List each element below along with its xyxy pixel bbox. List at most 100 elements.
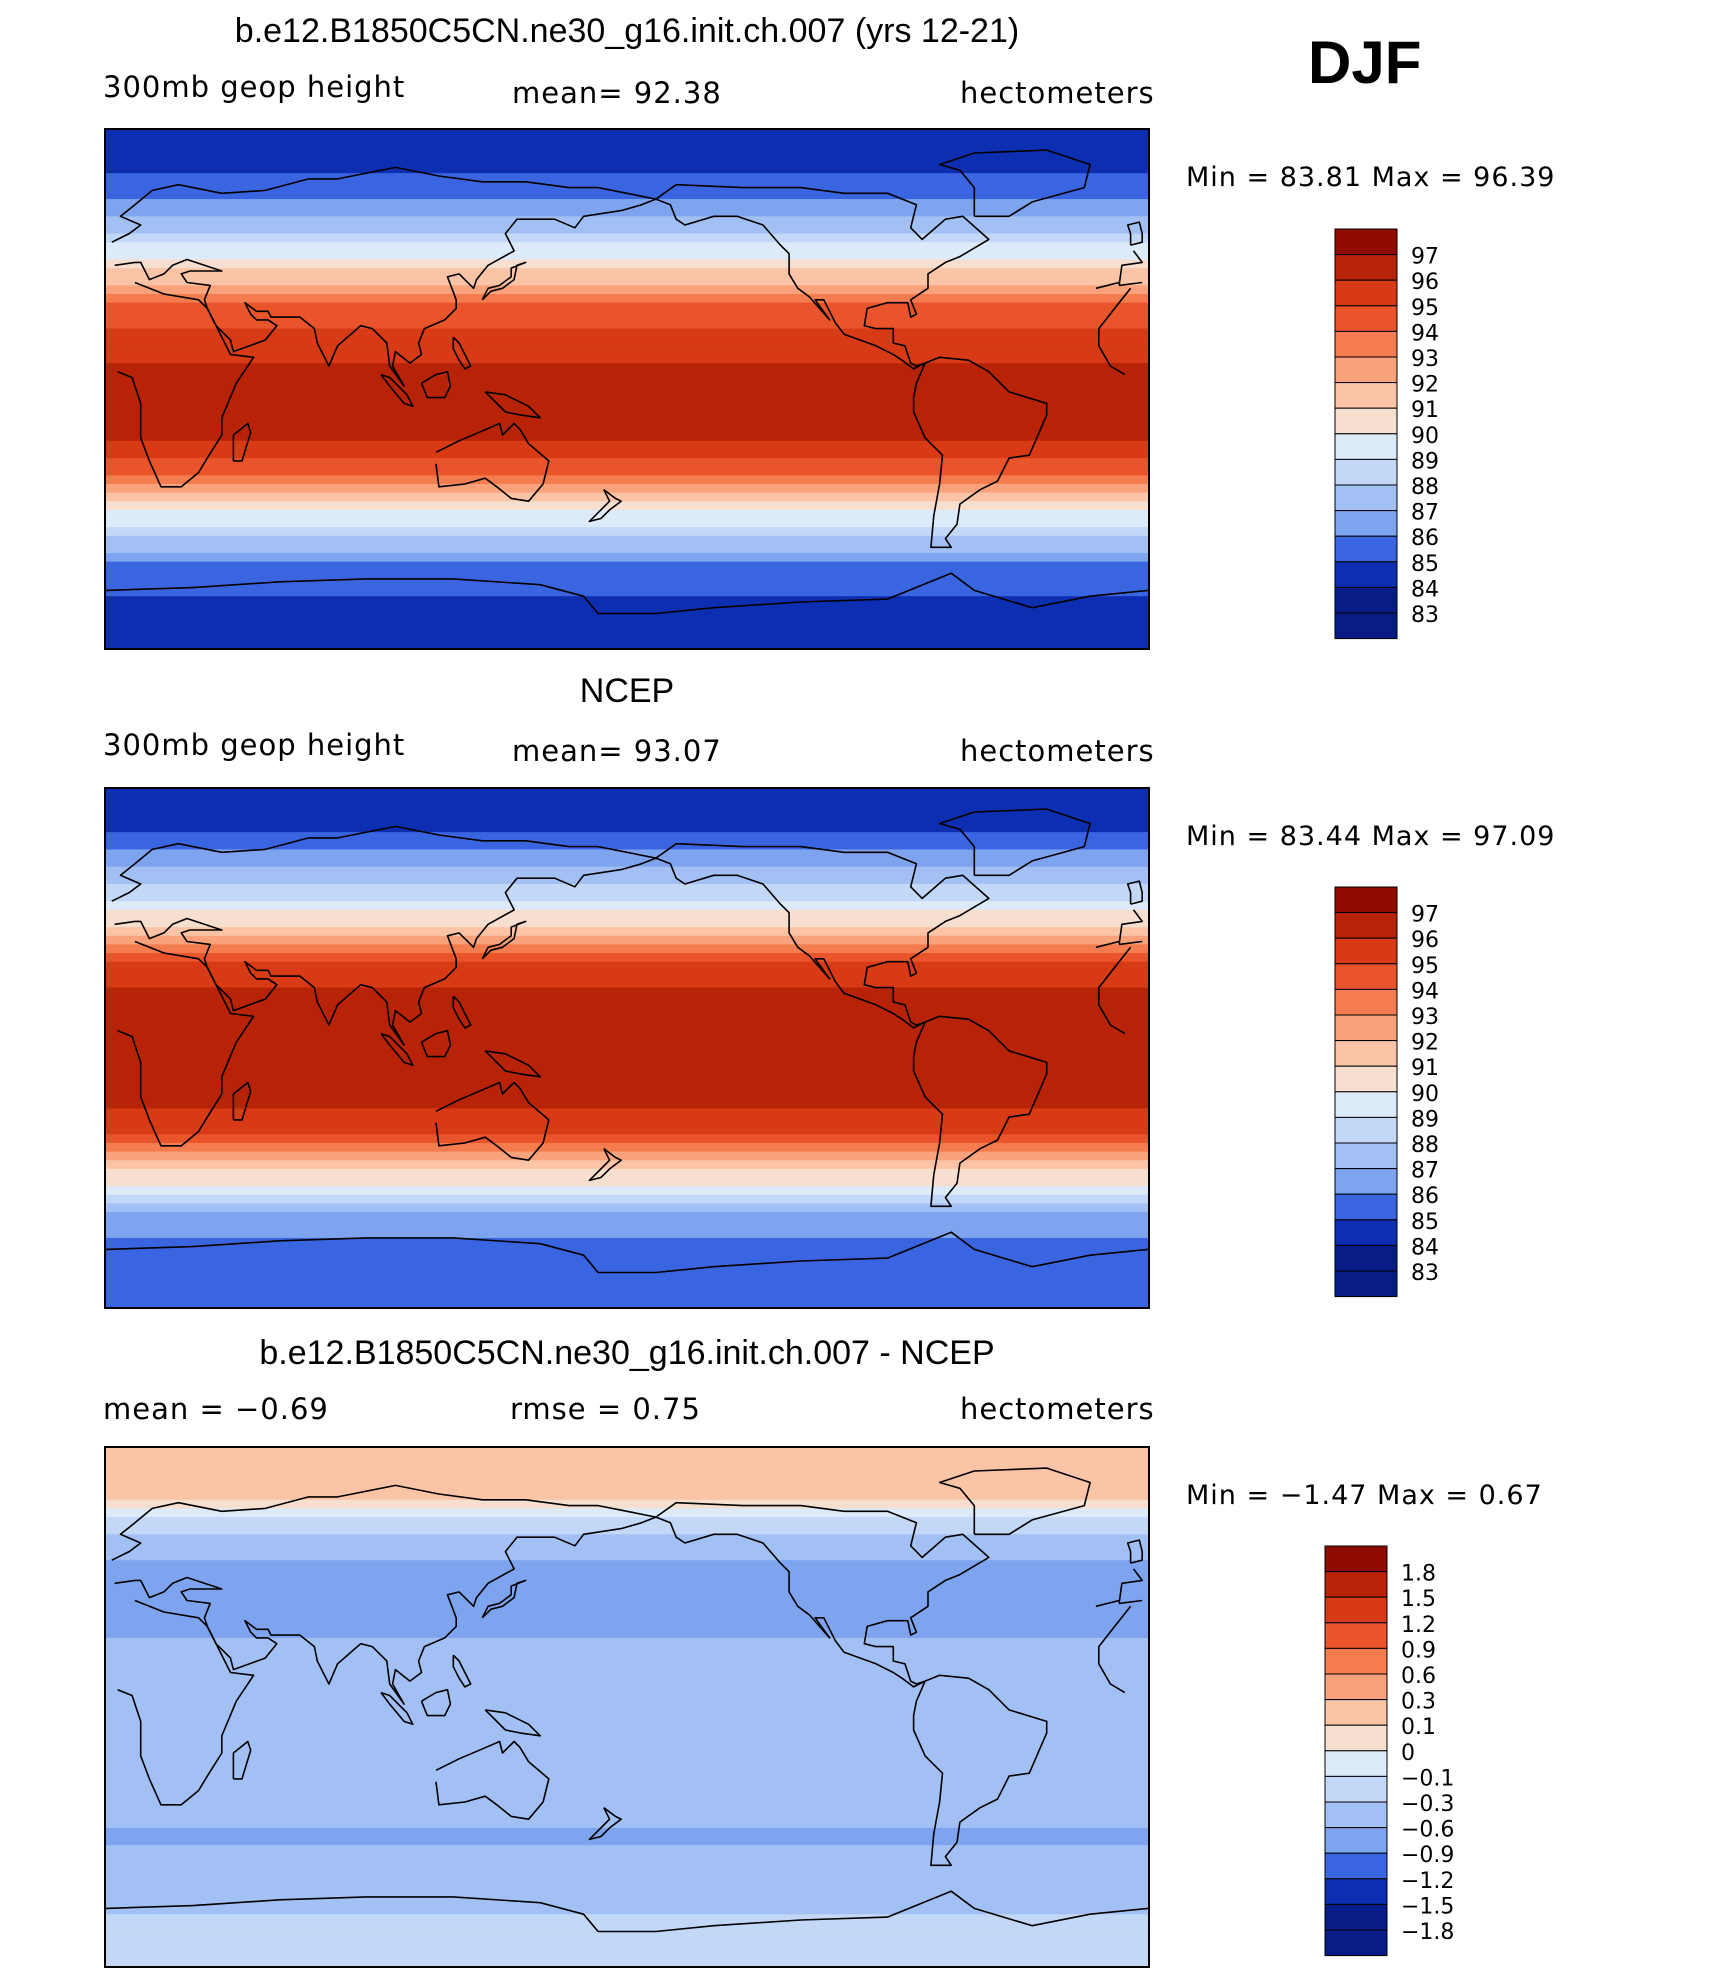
zonal-band: [106, 1551, 1148, 1562]
zonal-band: [106, 806, 1148, 816]
zonal-band: [106, 155, 1148, 166]
colorbar-box: [1324, 1852, 1388, 1880]
zonal-band: [106, 875, 1148, 885]
coastline: [1118, 909, 1143, 945]
zonal-band: [106, 1646, 1148, 1656]
colorbar-box: [1334, 1116, 1398, 1144]
colorbar-tick-label: 92: [1411, 1031, 1439, 1056]
colorbar-tick-label: 84: [1411, 577, 1439, 602]
zonal-band: [106, 1663, 1148, 1674]
colorbar-box: [1334, 535, 1398, 563]
coastline: [111, 1484, 657, 1705]
zonal-band: [106, 414, 1148, 425]
coastline: [111, 825, 657, 1046]
colorbar-tick-label: 91: [1411, 1056, 1439, 1081]
zonal-band: [106, 1801, 1148, 1812]
colorbar-tick-label: 0.1: [1401, 1715, 1436, 1740]
panel-2-colorbar: 97 96 95 94 93 92 91 90 89 88 87 86 85 84 83: [1334, 886, 1475, 1299]
zonal-band: [106, 1922, 1148, 1933]
zonal-band: [106, 302, 1148, 313]
zonal-band: [106, 1212, 1148, 1222]
panel-3-title: b.e12.B1850C5CN.ne30_g16.init.ch.007 - N…: [259, 1334, 995, 1372]
colorbar-tick-label: 89: [1411, 1107, 1439, 1132]
zonal-band: [106, 1099, 1148, 1110]
coastline: [938, 1467, 1091, 1536]
coastline: [1119, 940, 1143, 946]
coastline: [1118, 250, 1143, 286]
zonal-band: [106, 1048, 1148, 1058]
zonal-band: [106, 1888, 1148, 1898]
zonal-band: [106, 1117, 1148, 1127]
colorbar-box: [1334, 1040, 1398, 1067]
colorbar-tick-label: 94: [1411, 979, 1439, 1004]
zonal-band: [106, 630, 1148, 641]
coastline: [655, 183, 990, 370]
zonal-band: [106, 1272, 1148, 1282]
colorbar-tick-label: 87: [1411, 501, 1439, 526]
colorbar-box: [1324, 1903, 1388, 1931]
colorbar-tick-label: 83: [1411, 1261, 1439, 1286]
zonal-band: [106, 987, 1148, 997]
zonal-band: [106, 1758, 1148, 1769]
panel-1-left-label: 300mb geop height: [103, 70, 406, 104]
zonal-band: [106, 1255, 1148, 1265]
coastline: [484, 1709, 541, 1737]
zonal-band: [106, 1871, 1148, 1881]
zonal-band: [106, 578, 1148, 589]
colorbar-tick-label: 0.9: [1401, 1638, 1436, 1663]
zonal-band: [106, 173, 1148, 183]
colorbar-box: [1324, 1622, 1388, 1649]
colorbar-box: [1334, 1193, 1398, 1221]
zonal-band: [106, 596, 1148, 606]
colorbar-box: [1334, 330, 1398, 358]
colorbar-tick-label: 93: [1411, 1005, 1439, 1030]
colorbar-box: [1334, 1219, 1398, 1246]
zonal-band: [106, 1784, 1148, 1795]
colorbar-box: [1334, 612, 1398, 640]
coastline: [938, 149, 1091, 218]
zonal-band: [106, 1263, 1148, 1274]
zonal-band: [106, 164, 1148, 174]
coastline: [938, 808, 1091, 877]
coastline: [1098, 946, 1132, 1035]
zonal-band: [106, 1629, 1148, 1639]
zonal-band: [106, 1281, 1148, 1291]
zonal-band: [106, 449, 1148, 459]
zonal-band: [106, 1073, 1148, 1084]
zonal-band: [106, 1004, 1148, 1015]
colorbar-tick-label: 89: [1411, 449, 1439, 474]
colorbar-box: [1334, 963, 1398, 990]
colorbar-tick-label: 86: [1411, 526, 1439, 551]
coastline: [481, 1579, 527, 1619]
colorbar-tick-label: −1.5: [1401, 1894, 1454, 1919]
zonal-band: [106, 1612, 1148, 1622]
zonal-band: [106, 259, 1148, 269]
zonal-band: [106, 1931, 1148, 1941]
zonal-band: [106, 233, 1148, 244]
colorbar-box: [1334, 407, 1398, 435]
zonal-band: [106, 199, 1148, 209]
zonal-band: [106, 1776, 1148, 1786]
zonal-band: [106, 1948, 1148, 1959]
zonal-band: [106, 1560, 1148, 1570]
colorbar-box: [1334, 1168, 1398, 1195]
panel-2-left-label: 300mb geop height: [103, 728, 406, 762]
zonal-band: [106, 423, 1148, 433]
zonal-band: [106, 789, 1148, 799]
zonal-band: [106, 1289, 1148, 1300]
zonal-band: [106, 1689, 1148, 1700]
zonal-band: [106, 883, 1148, 894]
zonal-band: [106, 604, 1148, 615]
colorbar-box: [1324, 1929, 1388, 1957]
coastline: [117, 940, 255, 1147]
zonal-band: [106, 858, 1148, 868]
colorbar-tick-label: 88: [1411, 1133, 1439, 1158]
zonal-band: [106, 1298, 1148, 1307]
coastline: [1095, 281, 1120, 290]
season-label: DJF: [1308, 29, 1422, 96]
zonal-band: [106, 250, 1148, 261]
zonal-band: [106, 1203, 1148, 1213]
zonal-band: [106, 1637, 1148, 1648]
zonal-band: [106, 1741, 1148, 1751]
zonal-band: [106, 1108, 1148, 1118]
